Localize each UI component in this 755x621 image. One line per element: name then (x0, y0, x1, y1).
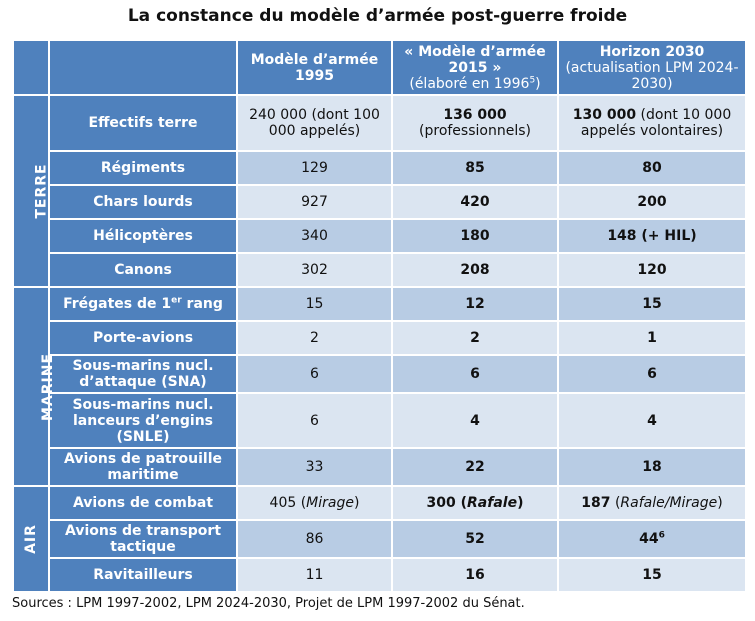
table-row: TERRE Effectifs terre 240 000 (dont 100 … (12, 94, 747, 288)
cell-1995: 2 (236, 320, 393, 356)
table-row: Ravitailleurs 11 16 15 (13, 557, 747, 593)
cell-2015: 52 (391, 519, 559, 559)
cell-2015: 6 (391, 354, 559, 394)
header-col-2015-main: « Modèle d’armée 2015 » (404, 43, 546, 76)
header-col-2015-sub: (élaboré en 19965) (409, 74, 541, 92)
row-label: Chars lourds (48, 184, 238, 220)
cell-2030: 15 (557, 286, 747, 322)
cell-2015: 208 (391, 252, 559, 288)
group-label-marine: MARINE (12, 286, 56, 487)
cell-2030: 200 (557, 184, 747, 220)
cell-2030: 1 (557, 320, 747, 356)
cell-2030: 18 (557, 447, 747, 487)
cell-2015: 12 (391, 286, 559, 322)
group-label-terre: TERRE (12, 94, 50, 288)
cell-1995: 11 (236, 557, 393, 593)
header-col-2030-main: Horizon 2030 (599, 43, 705, 60)
comparison-table: Modèle d’armée 1995 « Modèle d’armée 201… (12, 39, 747, 593)
row-label: Canons (48, 252, 238, 288)
row-label: Avions de patrouille maritime (48, 447, 238, 487)
header-col-2030: Horizon 2030 (actualisation LPM 2024-203… (557, 39, 747, 96)
cell-2015: 16 (391, 557, 559, 593)
table-row: Sous-marins nucl. d’attaque (SNA) 6 6 6 (13, 354, 747, 394)
header-empty-group (12, 39, 50, 96)
cell-1995: 129 (236, 150, 393, 186)
cell-1995: 927 (236, 184, 393, 220)
cell-1995: 6 (236, 392, 393, 449)
cell-2030: 4 (557, 392, 747, 449)
row-label: Hélicoptères (48, 218, 238, 254)
table-row: Avions de transport tactique 86 52 446 (13, 519, 747, 559)
cell-2015: 420 (391, 184, 559, 220)
table-row: Canons 302 208 120 (13, 252, 747, 288)
row-label: Porte-avions (48, 320, 238, 356)
row-label: Ravitailleurs (48, 557, 238, 593)
row-label: Frégates de 1er rang (48, 286, 238, 322)
table-row: Porte-avions 2 2 1 (13, 320, 747, 356)
table-row: AIR Avions de combat 405 (Mirage) 300 (R… (12, 485, 747, 593)
row-label: Avions de transport tactique (48, 519, 238, 559)
row-label: Régiments (48, 150, 238, 186)
table-row: Avions de patrouille maritime 33 22 18 (13, 447, 747, 487)
cell-1995: 6 (236, 354, 393, 394)
cell-2030: 187 (Rafale/Mirage) (557, 485, 747, 521)
cell-1995: 86 (236, 519, 393, 559)
cell-2030: 120 (557, 252, 747, 288)
cell-2015: 22 (391, 447, 559, 487)
cell-1995: 302 (236, 252, 393, 288)
cell-2030: 148 (+ HIL) (557, 218, 747, 254)
cell-1995: 15 (236, 286, 393, 322)
header-row: Modèle d’armée 1995 « Modèle d’armée 201… (12, 39, 747, 96)
cell-2015: 180 (391, 218, 559, 254)
row-label: Sous-marins nucl. lanceurs d’engins (SNL… (48, 392, 238, 449)
cell-2030: 130 000 (dont 10 000 appelés volontaires… (557, 94, 747, 152)
row-label: Sous-marins nucl. d’attaque (SNA) (48, 354, 238, 394)
cell-1995: 33 (236, 447, 393, 487)
group-label-air: AIR (12, 485, 50, 593)
header-empty-label (48, 39, 238, 96)
cell-2015: 4 (391, 392, 559, 449)
cell-1995: 340 (236, 218, 393, 254)
cell-2030: 446 (557, 519, 747, 559)
cell-2030: 15 (557, 557, 747, 593)
cell-2015: 300 (Rafale) (391, 485, 559, 521)
row-label: Effectifs terre (48, 94, 238, 152)
cell-2030: 6 (557, 354, 747, 394)
cell-2015: 2 (391, 320, 559, 356)
cell-2015: 85 (391, 150, 559, 186)
cell-1995: 405 (Mirage) (236, 485, 393, 521)
header-col-1995: Modèle d’armée 1995 (236, 39, 393, 96)
row-label: Avions de combat (48, 485, 238, 521)
header-col-2030-sub: (actualisation LPM 2024-2030) (565, 59, 739, 92)
cell-2030: 80 (557, 150, 747, 186)
table-title: La constance du modèle d’armée post-guer… (127, 6, 628, 26)
table-row: Régiments 129 85 80 (13, 150, 747, 186)
table-row: Sous-marins nucl. lanceurs d’engins (SNL… (13, 392, 747, 449)
table-row: MARINE Frégates de 1er rang 15 12 15 (12, 286, 747, 487)
table-row: Chars lourds 927 420 200 (13, 184, 747, 220)
source-note: Sources : LPM 1997-2002, LPM 2024-2030, … (12, 596, 525, 611)
table-row: Hélicoptères 340 180 148 (+ HIL) (13, 218, 747, 254)
cell-2015: 136 000 (professionnels) (391, 94, 559, 152)
header-col-2015: « Modèle d’armée 2015 » (élaboré en 1996… (391, 39, 559, 96)
cell-1995: 240 000 (dont 100 000 appelés) (236, 94, 393, 152)
